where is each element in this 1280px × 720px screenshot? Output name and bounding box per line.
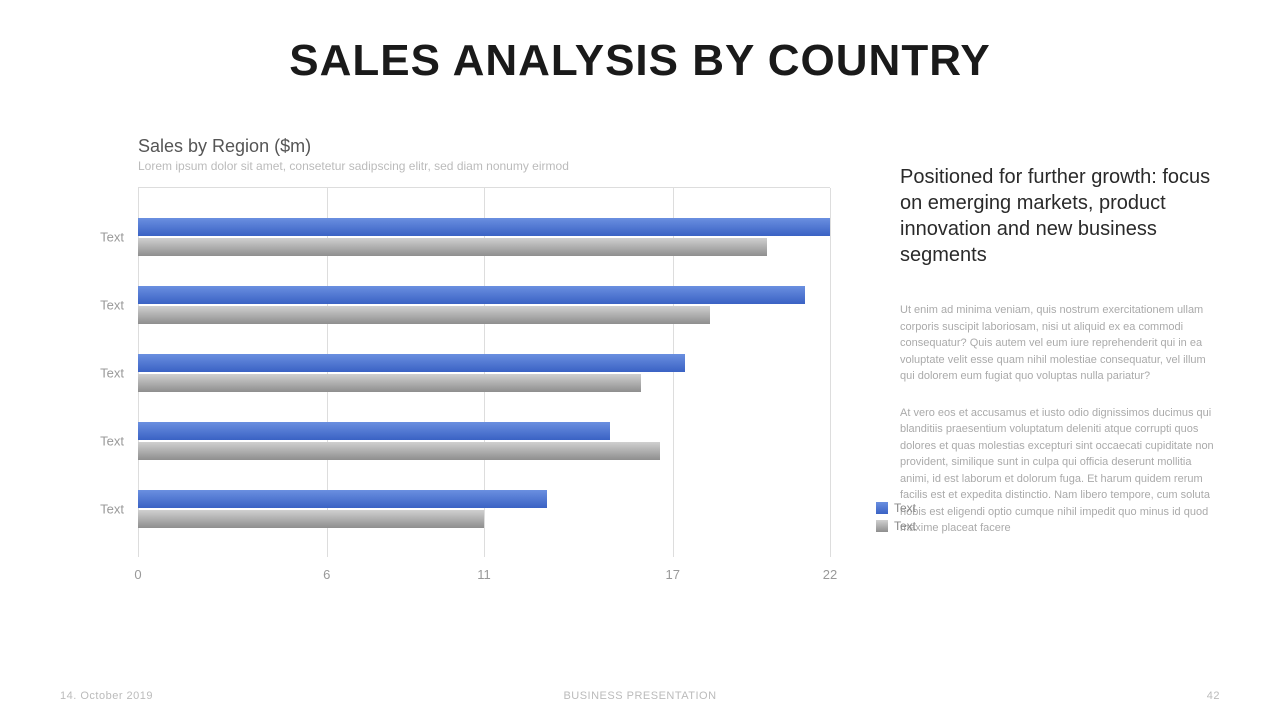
bar-series-0 [138,422,610,440]
chart-area: TextTextTextTextText 06111722 Text Text [138,187,830,587]
bar-group: Text [138,218,830,256]
legend-label: Text [894,517,916,535]
legend-swatch-icon [876,520,888,532]
bar-group: Text [138,354,830,392]
bar-series-0 [138,286,805,304]
slide-footer: 14. October 2019 BUSINESS PRESENTATION 4… [60,690,1220,702]
x-axis: 06111722 [138,567,830,587]
chart-column: Sales by Region ($m) Lorem ipsum dolor s… [60,136,830,680]
bar-group: Text [138,490,830,528]
x-tick-label: 22 [823,567,837,582]
gridline [830,188,831,557]
legend-swatch-icon [876,502,888,514]
chart-legend: Text Text [876,499,916,535]
chart-title: Sales by Region ($m) [138,136,830,157]
footer-context: BUSINESS PRESENTATION [563,690,716,702]
bar-series-1 [138,442,660,460]
bar-series-1 [138,510,484,528]
bar-group: Text [138,422,830,460]
chart-plot: Text Text Text Text Text [138,187,830,557]
footer-page: 42 [1207,690,1220,702]
bar-series-0 [138,490,547,508]
headline-text: Positioned for further growth: focus on … [900,164,1220,268]
y-tick-label: Text [100,434,124,449]
bar-group: Text [138,286,830,324]
legend-item: Text [876,517,916,535]
bar-series-1 [138,306,710,324]
y-tick-label: Text [100,230,124,245]
bar-series-0 [138,218,830,236]
footer-date: 14. October 2019 [60,690,153,702]
chart-subtitle: Lorem ipsum dolor sit amet, consetetur s… [138,159,830,173]
x-tick-label: 6 [323,567,330,582]
x-tick-label: 17 [665,567,679,582]
body-paragraph: Ut enim ad minima veniam, quis nostrum e… [900,302,1220,385]
x-tick-label: 11 [477,567,491,582]
bar-series-1 [138,374,641,392]
slide-title: SALES ANALYSIS BY COUNTRY [60,36,1220,86]
legend-label: Text [894,499,916,517]
bar-series-0 [138,354,685,372]
bar-series-1 [138,238,767,256]
x-tick-label: 0 [134,567,141,582]
y-tick-label: Text [100,502,124,517]
body-paragraph: At vero eos et accusamus et iusto odio d… [900,405,1220,537]
y-tick-label: Text [100,366,124,381]
legend-item: Text [876,499,916,517]
text-column: Positioned for further growth: focus on … [900,136,1220,680]
y-tick-label: Text [100,298,124,313]
